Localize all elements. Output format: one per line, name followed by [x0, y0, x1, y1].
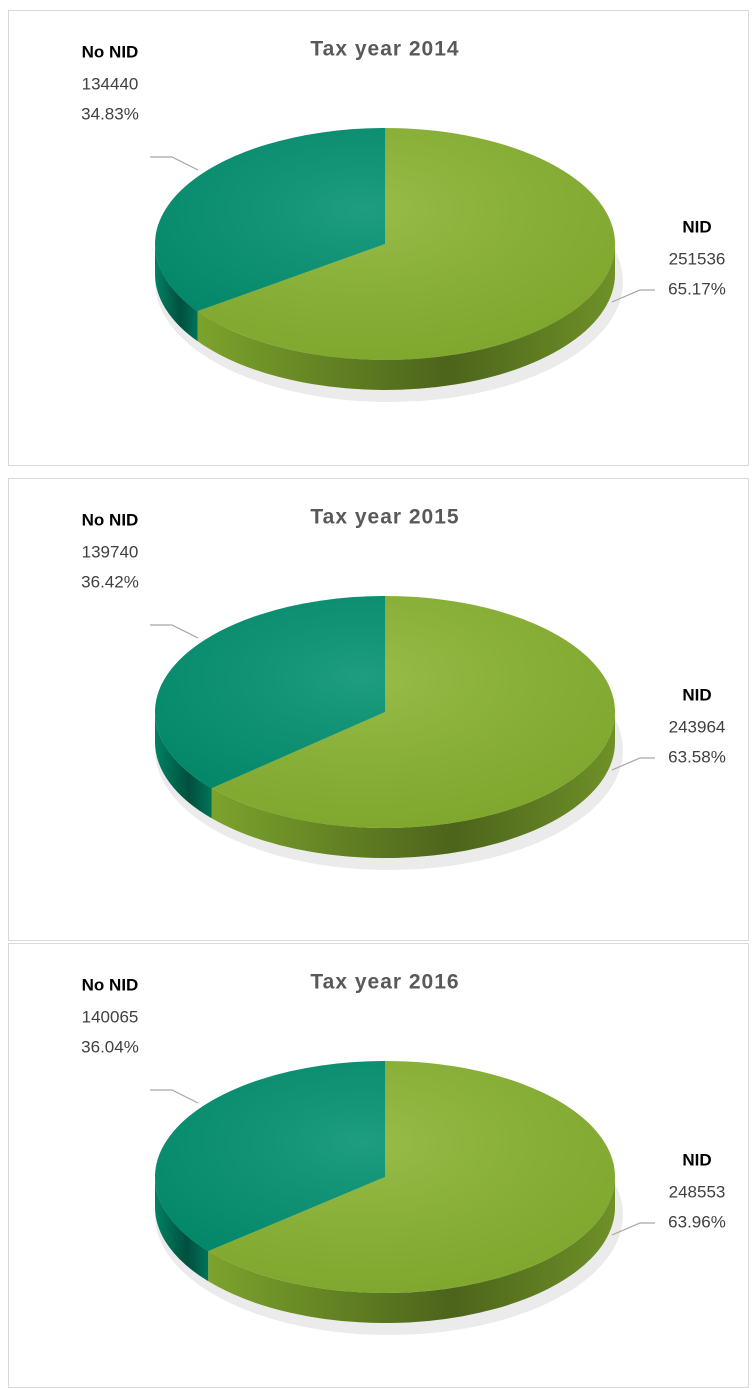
pie-side-shade — [208, 1177, 616, 1323]
pie-shine — [155, 596, 615, 828]
leader-line — [150, 156, 199, 171]
data-label-percent: 36.04% — [81, 1037, 139, 1056]
data-label-percent: 63.96% — [668, 1212, 726, 1231]
data-label-category: No NID — [82, 42, 139, 61]
pie-side-shade — [155, 712, 212, 819]
data-label-percent: 63.58% — [668, 747, 726, 766]
data-label-category: No NID — [82, 975, 139, 994]
pie-side-shade — [155, 1177, 209, 1282]
data-label-category: NID — [682, 1150, 711, 1169]
pie-side-shade — [211, 712, 616, 858]
data-label-category: NID — [682, 217, 711, 236]
data-label-percent: 36.42% — [81, 572, 139, 591]
pie-chart: Tax year 2014 NID 251536 65.17% No NID 134440… — [8, 10, 749, 466]
pie-shine — [155, 128, 615, 360]
chart-title: Tax year 2014 — [310, 38, 459, 61]
leader-line — [150, 624, 199, 639]
pie-side-shade — [197, 244, 615, 390]
pie-side-shade — [155, 244, 198, 342]
leader-line — [611, 1222, 655, 1236]
chart-title: Tax year 2015 — [310, 506, 459, 529]
leader-line — [611, 757, 655, 771]
data-label-value: 243964 — [669, 717, 726, 736]
leader-line — [611, 289, 655, 303]
pie-chart: Tax year 2015 NID 243964 63.58% No NID 139740… — [8, 478, 749, 941]
pie-chart: Tax year 2016 NID 248553 63.96% No NID 140065… — [8, 943, 749, 1388]
data-label-value: 140065 — [82, 1007, 139, 1026]
data-label-value: 251536 — [669, 249, 726, 268]
data-label-value: 139740 — [82, 542, 139, 561]
data-label-percent: 34.83% — [81, 104, 139, 123]
data-label-value: 134440 — [82, 74, 139, 93]
leader-line — [150, 1089, 199, 1104]
data-label-value: 248553 — [669, 1182, 726, 1201]
data-label-category: No NID — [82, 510, 139, 529]
data-label-percent: 65.17% — [668, 279, 726, 298]
data-label-category: NID — [682, 685, 711, 704]
pie-shine — [155, 1061, 615, 1293]
chart-title: Tax year 2016 — [310, 971, 459, 994]
